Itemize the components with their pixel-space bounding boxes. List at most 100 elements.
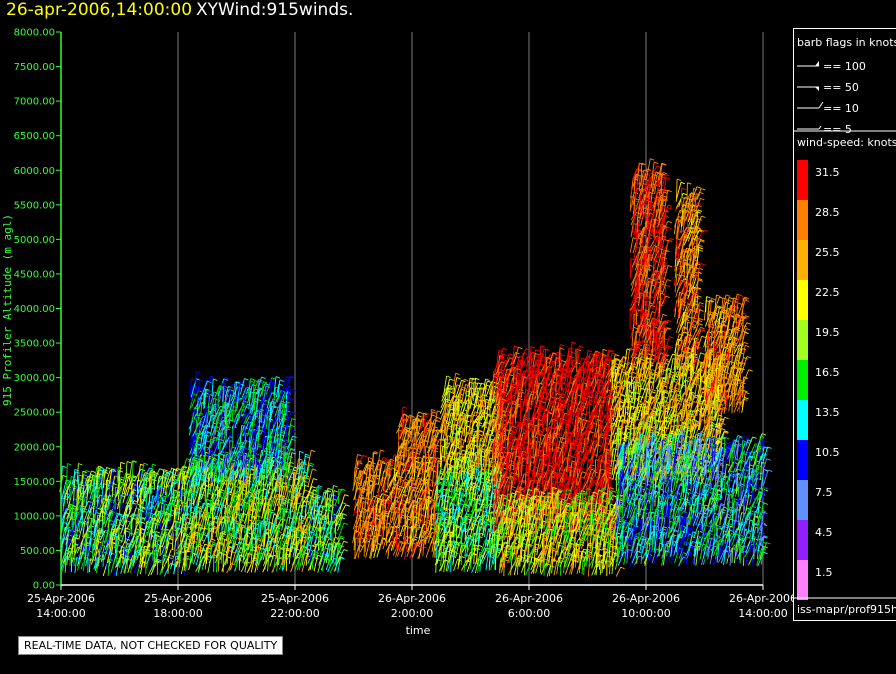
wind-barb-feather — [157, 558, 162, 562]
wind-barb-feather — [65, 558, 71, 561]
wind-barb — [117, 524, 120, 541]
wind-barb — [171, 525, 176, 537]
wind-barb-feather — [154, 472, 159, 475]
wind-barb — [198, 506, 201, 524]
wind-barb — [158, 474, 166, 491]
wind-barb-feather — [305, 453, 310, 456]
wind-barb-feather — [291, 429, 297, 433]
wind-barb-feather — [362, 488, 368, 491]
wind-barb — [145, 501, 150, 515]
wind-barb — [169, 503, 172, 521]
wind-barb — [111, 475, 116, 492]
wind-barb-feather — [98, 465, 103, 468]
wind-barb — [124, 558, 128, 574]
wind-barb — [134, 530, 139, 543]
wind-barb-feather — [155, 530, 161, 534]
wind-barb-feather — [436, 416, 441, 420]
wind-barb — [122, 500, 130, 518]
wind-barb-feather — [125, 537, 131, 540]
wind-barb — [332, 516, 335, 539]
wind-barb — [184, 550, 187, 567]
wind-barb-feather — [182, 492, 187, 495]
wind-barb — [87, 478, 93, 494]
wind-barb — [116, 515, 122, 534]
wind-barb-feather — [164, 473, 169, 477]
wind-barb — [131, 460, 134, 484]
wind-barb — [135, 514, 137, 536]
wind-barb — [103, 467, 107, 482]
wind-barb-feather — [345, 504, 350, 507]
wind-barb — [191, 526, 195, 544]
wind-barb — [101, 498, 104, 522]
wind-barb — [93, 519, 98, 538]
wind-barb — [412, 501, 414, 520]
wind-barb-feather — [431, 408, 436, 412]
wind-barb — [233, 486, 236, 507]
wind-barb — [114, 561, 118, 576]
wind-barb — [72, 469, 76, 487]
wind-barb-feather — [64, 526, 70, 530]
wind-barb-feather — [401, 499, 406, 502]
wind-barb-feather — [117, 544, 122, 547]
wind-barb — [142, 467, 150, 482]
wind-barb — [62, 496, 67, 512]
wind-barb — [129, 551, 137, 570]
wind-barb-feather — [82, 470, 87, 474]
wind-barb — [97, 550, 100, 567]
wind-barb — [139, 562, 144, 575]
wind-barb — [110, 528, 113, 548]
wind-barb — [322, 509, 328, 519]
wind-barb — [127, 476, 133, 488]
wind-barb — [114, 469, 119, 482]
wind-barb-feather — [213, 378, 218, 381]
wind-barb — [158, 531, 166, 550]
wind-barb — [124, 527, 127, 544]
wind-barb-feather — [120, 461, 125, 465]
wind-barb — [198, 503, 204, 521]
wind-barb — [146, 513, 154, 531]
wind-barb-feather — [149, 467, 154, 470]
wind-barb — [68, 512, 73, 525]
wind-barb-feather — [118, 534, 123, 537]
wind-barb — [182, 458, 188, 472]
wind-barb-feather — [340, 535, 345, 538]
wind-barb-feather — [262, 381, 268, 384]
wind-barb — [133, 564, 139, 574]
wind-barb — [199, 543, 206, 559]
wind-barb — [127, 502, 133, 518]
wind-barb-feather — [74, 479, 79, 482]
wind-barb-feather — [202, 531, 207, 534]
wind-barb-feather — [327, 487, 332, 491]
wind-barb — [174, 491, 179, 504]
wind-barb-feather — [279, 379, 284, 382]
wind-barb-feather — [432, 414, 437, 417]
wind-barb-feather — [386, 522, 392, 525]
wind-barb — [166, 476, 172, 488]
wind-barb-feather — [242, 526, 247, 529]
wind-barb-feather — [194, 531, 200, 534]
wind-barbs — [59, 158, 773, 577]
wind-barb — [171, 548, 180, 563]
wind-barb-feather — [210, 375, 215, 378]
wind-barb — [156, 539, 159, 556]
wind-barb — [71, 537, 75, 550]
wind-barb — [164, 514, 170, 528]
wind-barb-feather — [250, 378, 255, 381]
wind-barb — [389, 454, 395, 474]
wind-barb — [149, 550, 158, 567]
wind-barb — [125, 461, 128, 482]
wind-barb — [318, 505, 321, 524]
wind-barb — [140, 508, 143, 524]
wind-barb-feather — [72, 505, 77, 508]
wind-barb-feather — [182, 513, 187, 517]
wind-barb-feather — [305, 455, 310, 459]
wind-barb — [122, 532, 131, 551]
wind-barb-feather — [264, 383, 270, 386]
wind-barb — [257, 379, 259, 396]
wind-barb — [121, 493, 127, 510]
wind-barb — [185, 558, 188, 572]
wind-barb — [221, 420, 223, 441]
wind-barb-feather — [402, 406, 408, 409]
wind-barb — [78, 543, 83, 565]
